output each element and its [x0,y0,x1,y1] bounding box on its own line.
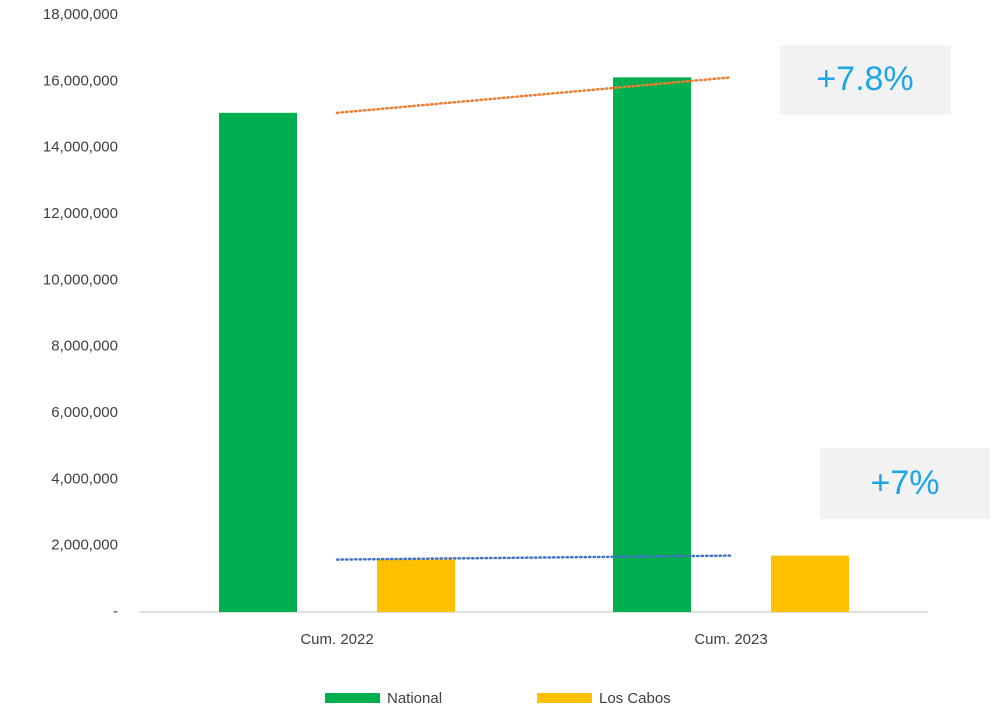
annotation-box [780,45,951,115]
bar [219,112,297,612]
bar [377,559,455,612]
annotation-box [820,448,990,519]
y-tick-label: 2,000,000 [51,537,118,554]
y-tick-label: 4,000,000 [51,470,118,487]
legend-label: Los Cabos [599,690,671,707]
trendline [335,76,733,115]
x-tick-label: Cum. 2023 [694,631,767,648]
annotation: +7% [871,464,940,502]
annotation: +7.8% [816,60,913,98]
legend-swatch [537,693,592,703]
y-tick-label: 16,000,000 [43,72,118,89]
legend-label: National [387,690,442,707]
y-tick-label: 8,000,000 [51,338,118,355]
y-tick-label: 6,000,000 [51,404,118,421]
trendline [335,554,733,561]
y-tick-label: 18,000,000 [43,6,118,23]
y-tick-label: 10,000,000 [43,271,118,288]
y-tick-label: 14,000,000 [43,139,118,156]
bar [613,77,691,612]
bar [771,555,849,612]
y-tick-label: 12,000,000 [43,205,118,222]
x-tick-label: Cum. 2022 [300,631,373,648]
y-tick-label: - [113,603,118,620]
legend-swatch [325,693,380,703]
